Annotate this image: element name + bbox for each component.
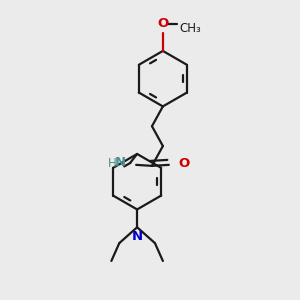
Text: O: O: [179, 158, 190, 170]
Text: H: H: [108, 158, 116, 170]
Text: CH₃: CH₃: [180, 22, 202, 34]
Text: N: N: [132, 230, 143, 243]
Text: O: O: [157, 17, 169, 30]
Text: N: N: [115, 156, 126, 170]
